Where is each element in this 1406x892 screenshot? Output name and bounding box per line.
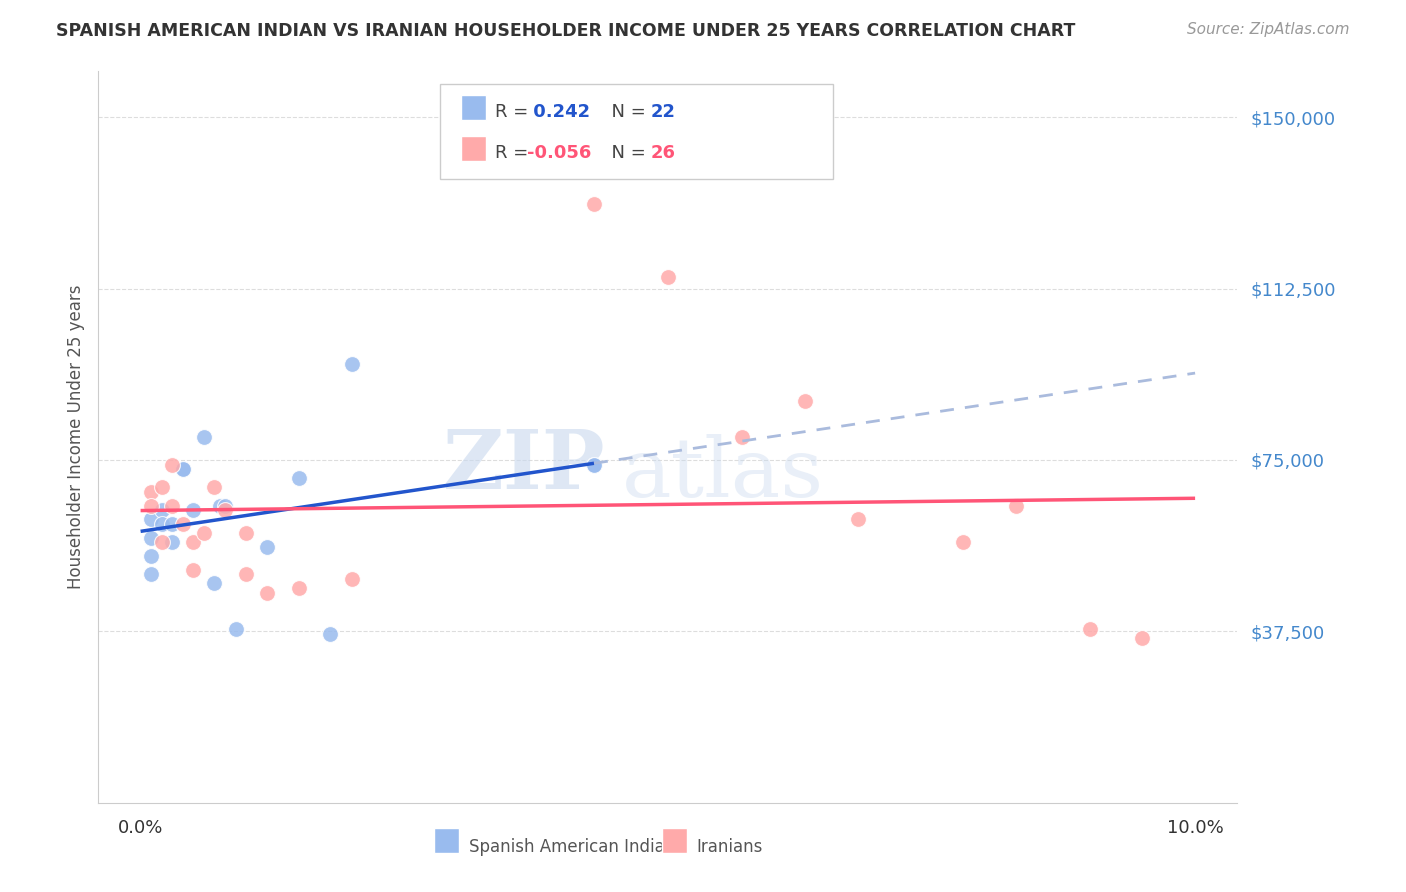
FancyBboxPatch shape bbox=[440, 84, 832, 179]
Point bbox=[288, 581, 311, 595]
Point bbox=[225, 622, 247, 636]
Point bbox=[288, 471, 311, 485]
Text: 26: 26 bbox=[651, 144, 676, 161]
Point bbox=[1005, 499, 1028, 513]
Point bbox=[235, 526, 257, 541]
Bar bbox=[662, 829, 688, 853]
Point bbox=[204, 480, 226, 494]
Point bbox=[183, 535, 205, 549]
Point bbox=[214, 499, 236, 513]
Y-axis label: Householder Income Under 25 years: Householder Income Under 25 years bbox=[66, 285, 84, 590]
Bar bbox=[434, 829, 460, 853]
Point bbox=[141, 567, 163, 582]
Text: Source: ZipAtlas.com: Source: ZipAtlas.com bbox=[1187, 22, 1350, 37]
Point bbox=[583, 197, 606, 211]
Point bbox=[952, 535, 974, 549]
Point bbox=[794, 393, 817, 408]
Point bbox=[319, 626, 342, 640]
Point bbox=[150, 516, 173, 531]
Point bbox=[583, 458, 606, 472]
Point bbox=[657, 270, 679, 285]
Text: Iranians: Iranians bbox=[696, 838, 762, 855]
Point bbox=[583, 458, 606, 472]
Point bbox=[235, 567, 257, 582]
Point bbox=[141, 499, 163, 513]
Point bbox=[193, 526, 215, 541]
Point bbox=[162, 535, 183, 549]
Point bbox=[162, 458, 183, 472]
Point bbox=[141, 512, 163, 526]
Point bbox=[1078, 622, 1101, 636]
Text: N =: N = bbox=[599, 144, 651, 161]
Point bbox=[846, 512, 869, 526]
Point bbox=[204, 576, 226, 591]
Text: 0.242: 0.242 bbox=[527, 103, 589, 121]
Point bbox=[340, 572, 363, 586]
Point bbox=[256, 585, 278, 599]
Point bbox=[1132, 632, 1154, 646]
Point bbox=[208, 499, 231, 513]
Text: -0.056: -0.056 bbox=[527, 144, 591, 161]
Point bbox=[340, 357, 363, 371]
Point bbox=[150, 480, 173, 494]
Point bbox=[256, 540, 278, 554]
Text: SPANISH AMERICAN INDIAN VS IRANIAN HOUSEHOLDER INCOME UNDER 25 YEARS CORRELATION: SPANISH AMERICAN INDIAN VS IRANIAN HOUSE… bbox=[56, 22, 1076, 40]
Point bbox=[172, 462, 194, 476]
Point bbox=[214, 503, 236, 517]
Point bbox=[731, 430, 754, 444]
Text: N =: N = bbox=[599, 103, 651, 121]
Point bbox=[183, 563, 205, 577]
Point bbox=[150, 503, 173, 517]
Point bbox=[193, 430, 215, 444]
Point bbox=[183, 503, 205, 517]
Point bbox=[162, 516, 183, 531]
Point bbox=[141, 549, 163, 563]
Point bbox=[150, 535, 173, 549]
Text: atlas: atlas bbox=[623, 434, 824, 514]
Bar bbox=[461, 136, 485, 161]
Text: R =: R = bbox=[495, 103, 534, 121]
Text: R =: R = bbox=[495, 144, 534, 161]
Point bbox=[172, 462, 194, 476]
Point bbox=[162, 499, 183, 513]
Point bbox=[172, 516, 194, 531]
Bar bbox=[461, 95, 485, 120]
Point bbox=[141, 484, 163, 499]
Point bbox=[141, 531, 163, 545]
Text: 22: 22 bbox=[651, 103, 676, 121]
Text: Spanish American Indians: Spanish American Indians bbox=[468, 838, 683, 855]
Text: ZIP: ZIP bbox=[443, 426, 605, 507]
